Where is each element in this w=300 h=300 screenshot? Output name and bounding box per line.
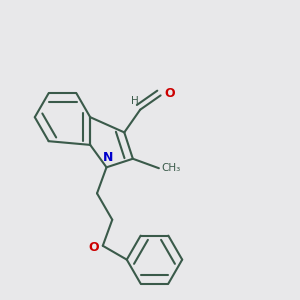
Text: O: O <box>89 241 99 254</box>
Text: O: O <box>164 87 175 101</box>
Text: N: N <box>103 151 113 164</box>
Text: H: H <box>131 96 139 106</box>
Text: CH₃: CH₃ <box>161 163 181 173</box>
